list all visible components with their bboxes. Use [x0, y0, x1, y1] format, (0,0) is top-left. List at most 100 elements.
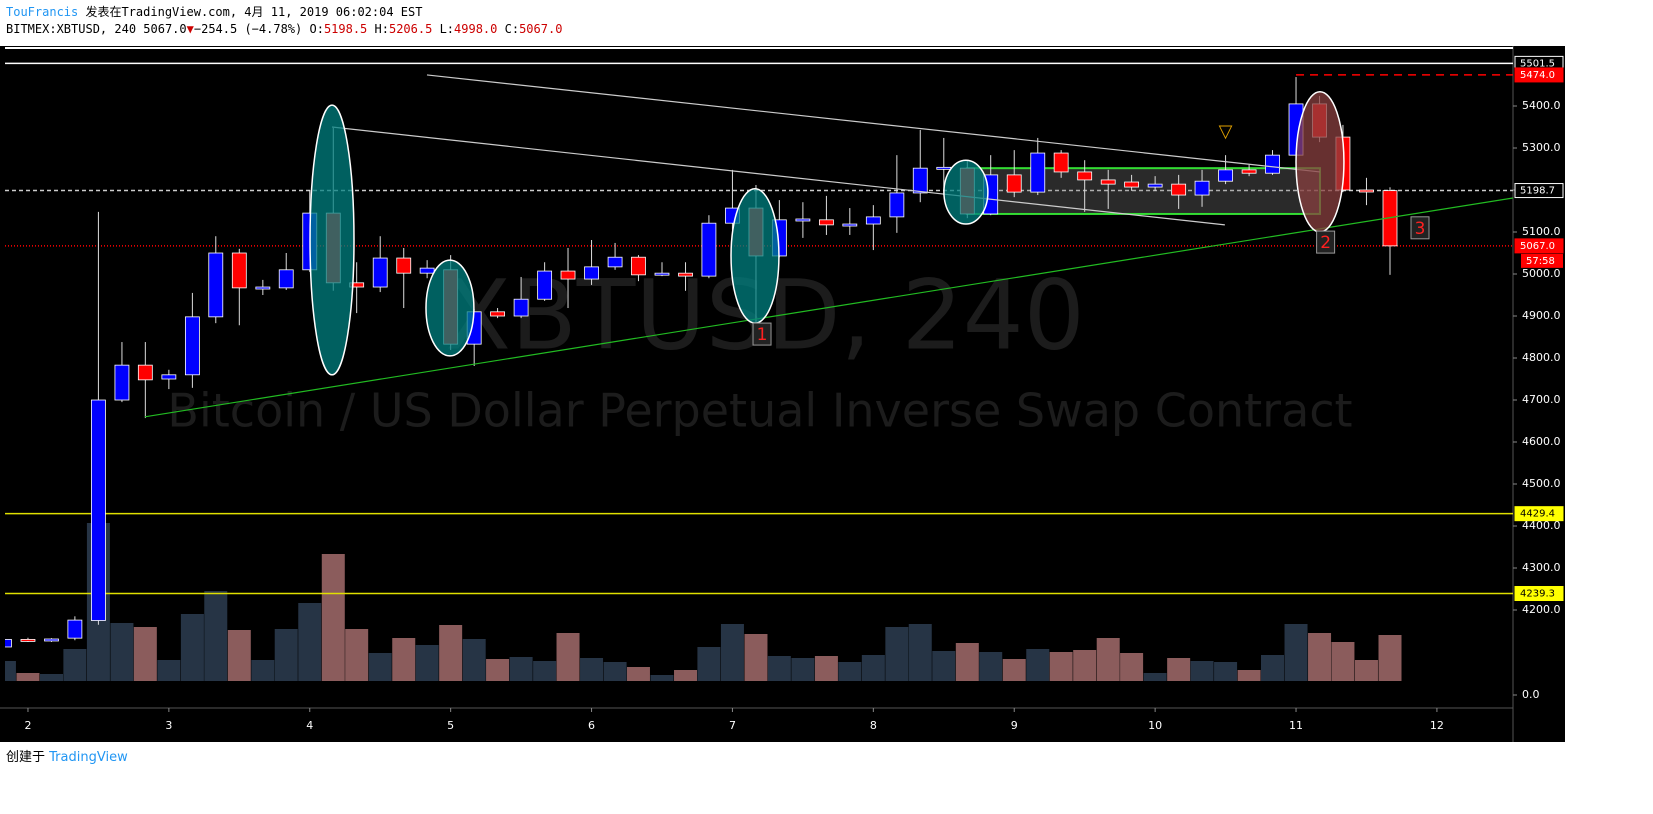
volume-bar: [1120, 653, 1144, 681]
volume-bar: [5, 661, 16, 681]
volume-bar: [274, 629, 298, 681]
x-tick-label: 9: [1011, 719, 1018, 732]
created: 创建于: [6, 750, 46, 765]
volume-bar: [720, 624, 744, 681]
author: TouFrancis: [6, 5, 79, 19]
x-tick-label: 8: [870, 719, 877, 732]
h-label: H:: [374, 22, 389, 36]
volume-bar: [814, 656, 838, 681]
volume-bar: [861, 655, 885, 681]
candle-body: [1359, 189, 1374, 193]
marker-label: 3: [1415, 219, 1426, 239]
x-tick-label: 5: [447, 719, 454, 732]
y-tick-label: 4300.0: [1522, 561, 1561, 574]
candle-body: [889, 192, 905, 218]
candle-body: [1053, 152, 1069, 173]
marker-label: 2: [1320, 233, 1331, 253]
volume-bar: [1073, 650, 1097, 681]
symbol: BITMEX:XBTUSD, 240: [6, 22, 137, 36]
y-tick-label: 4900.0: [1522, 309, 1561, 322]
candle-body: [490, 311, 505, 317]
trend-line: [144, 197, 1513, 418]
candle-body: [1147, 183, 1163, 188]
line1: TouFrancis 发表在TradingView.com, 4月 11, 20…: [6, 4, 562, 21]
candle-body: [631, 256, 646, 276]
candle-body: [795, 218, 811, 222]
y-tick-label: 4600.0: [1522, 435, 1561, 448]
volume-bar: [1026, 649, 1050, 681]
x-tick-label: 6: [588, 719, 595, 732]
highlight-ellipse: [730, 188, 780, 324]
candle-body: [678, 272, 693, 277]
price-label-bg: [1514, 183, 1564, 199]
volume-bar: [908, 624, 932, 681]
volume-bar: [955, 643, 979, 681]
highlight-ellipse: [1295, 90, 1345, 233]
volume-bar: [298, 603, 322, 681]
volume-bar: [1049, 652, 1073, 681]
candle-body: [67, 619, 83, 639]
volume-bar: [415, 645, 439, 681]
x-tick-label: 7: [729, 719, 736, 732]
y-tick-label: 4700.0: [1522, 393, 1561, 406]
candle-body: [1124, 181, 1139, 188]
candle-body: [607, 256, 623, 268]
volume-bar: [509, 657, 533, 681]
y-tick-label: 4200.0: [1522, 603, 1561, 616]
volume-bar: [767, 656, 791, 681]
candle-body: [1100, 179, 1116, 185]
volume-bar: [486, 659, 510, 681]
volume-bar: [63, 649, 87, 681]
volume-bar: [227, 630, 251, 681]
low: 4998.0: [454, 22, 498, 36]
y2-tick-label: 0.0: [1522, 688, 1540, 701]
volume-bar: [1002, 659, 1026, 681]
trend-line: [426, 74, 1321, 173]
candle-body: [1006, 174, 1022, 193]
volume-bar: [1237, 670, 1261, 681]
price-label: 4429.4: [1520, 509, 1555, 520]
volume-bar: [626, 667, 650, 681]
volume-bar: [979, 652, 1003, 681]
header: TouFrancis 发表在TradingView.com, 4月 11, 20…: [6, 4, 562, 38]
candle-body: [842, 223, 858, 227]
candle-body: [584, 266, 599, 280]
last: 5067.0: [143, 22, 187, 36]
volume-bar: [110, 623, 134, 681]
candle-body: [865, 216, 881, 225]
volume-bar: [133, 627, 157, 681]
x-tick-label: 10: [1148, 719, 1162, 732]
candle-body: [1265, 154, 1280, 174]
candle-body: [44, 638, 59, 642]
candle-body: [701, 222, 717, 277]
y-tick-label: 5100.0: [1522, 225, 1561, 238]
candle-body: [396, 257, 412, 274]
candle-body: [161, 374, 177, 380]
volume-bar: [674, 670, 698, 681]
volume-bar: [603, 662, 627, 681]
line2: BITMEX:XBTUSD, 240 5067.0▼−254.5 (−4.78%…: [6, 21, 562, 38]
volume-bar: [39, 674, 63, 681]
volume-bar: [885, 627, 909, 681]
volume-bar: [744, 634, 768, 681]
marker-label: 1: [757, 325, 768, 345]
candle-body: [372, 257, 388, 288]
volume-bar: [533, 661, 557, 681]
volume-bar: [392, 638, 416, 681]
price-label: 5198.7: [1520, 186, 1555, 197]
o-label: O:: [309, 22, 324, 36]
volume-bar: [462, 639, 486, 681]
volume-bar: [157, 660, 181, 681]
volume-bar: [251, 660, 275, 681]
volume-bar: [932, 651, 956, 681]
price-label: 5067.0: [1520, 241, 1555, 252]
candle-body: [278, 269, 294, 289]
highlight-ellipse: [425, 259, 475, 357]
y-tick-label: 5300.0: [1522, 141, 1561, 154]
volume-bar: [697, 647, 721, 681]
volume-bar: [1354, 660, 1378, 681]
brand: TradingView: [49, 750, 128, 765]
volume-bar: [321, 554, 345, 681]
watermark-subtitle: Bitcoin / US Dollar Perpetual Inverse Sw…: [167, 384, 1352, 438]
